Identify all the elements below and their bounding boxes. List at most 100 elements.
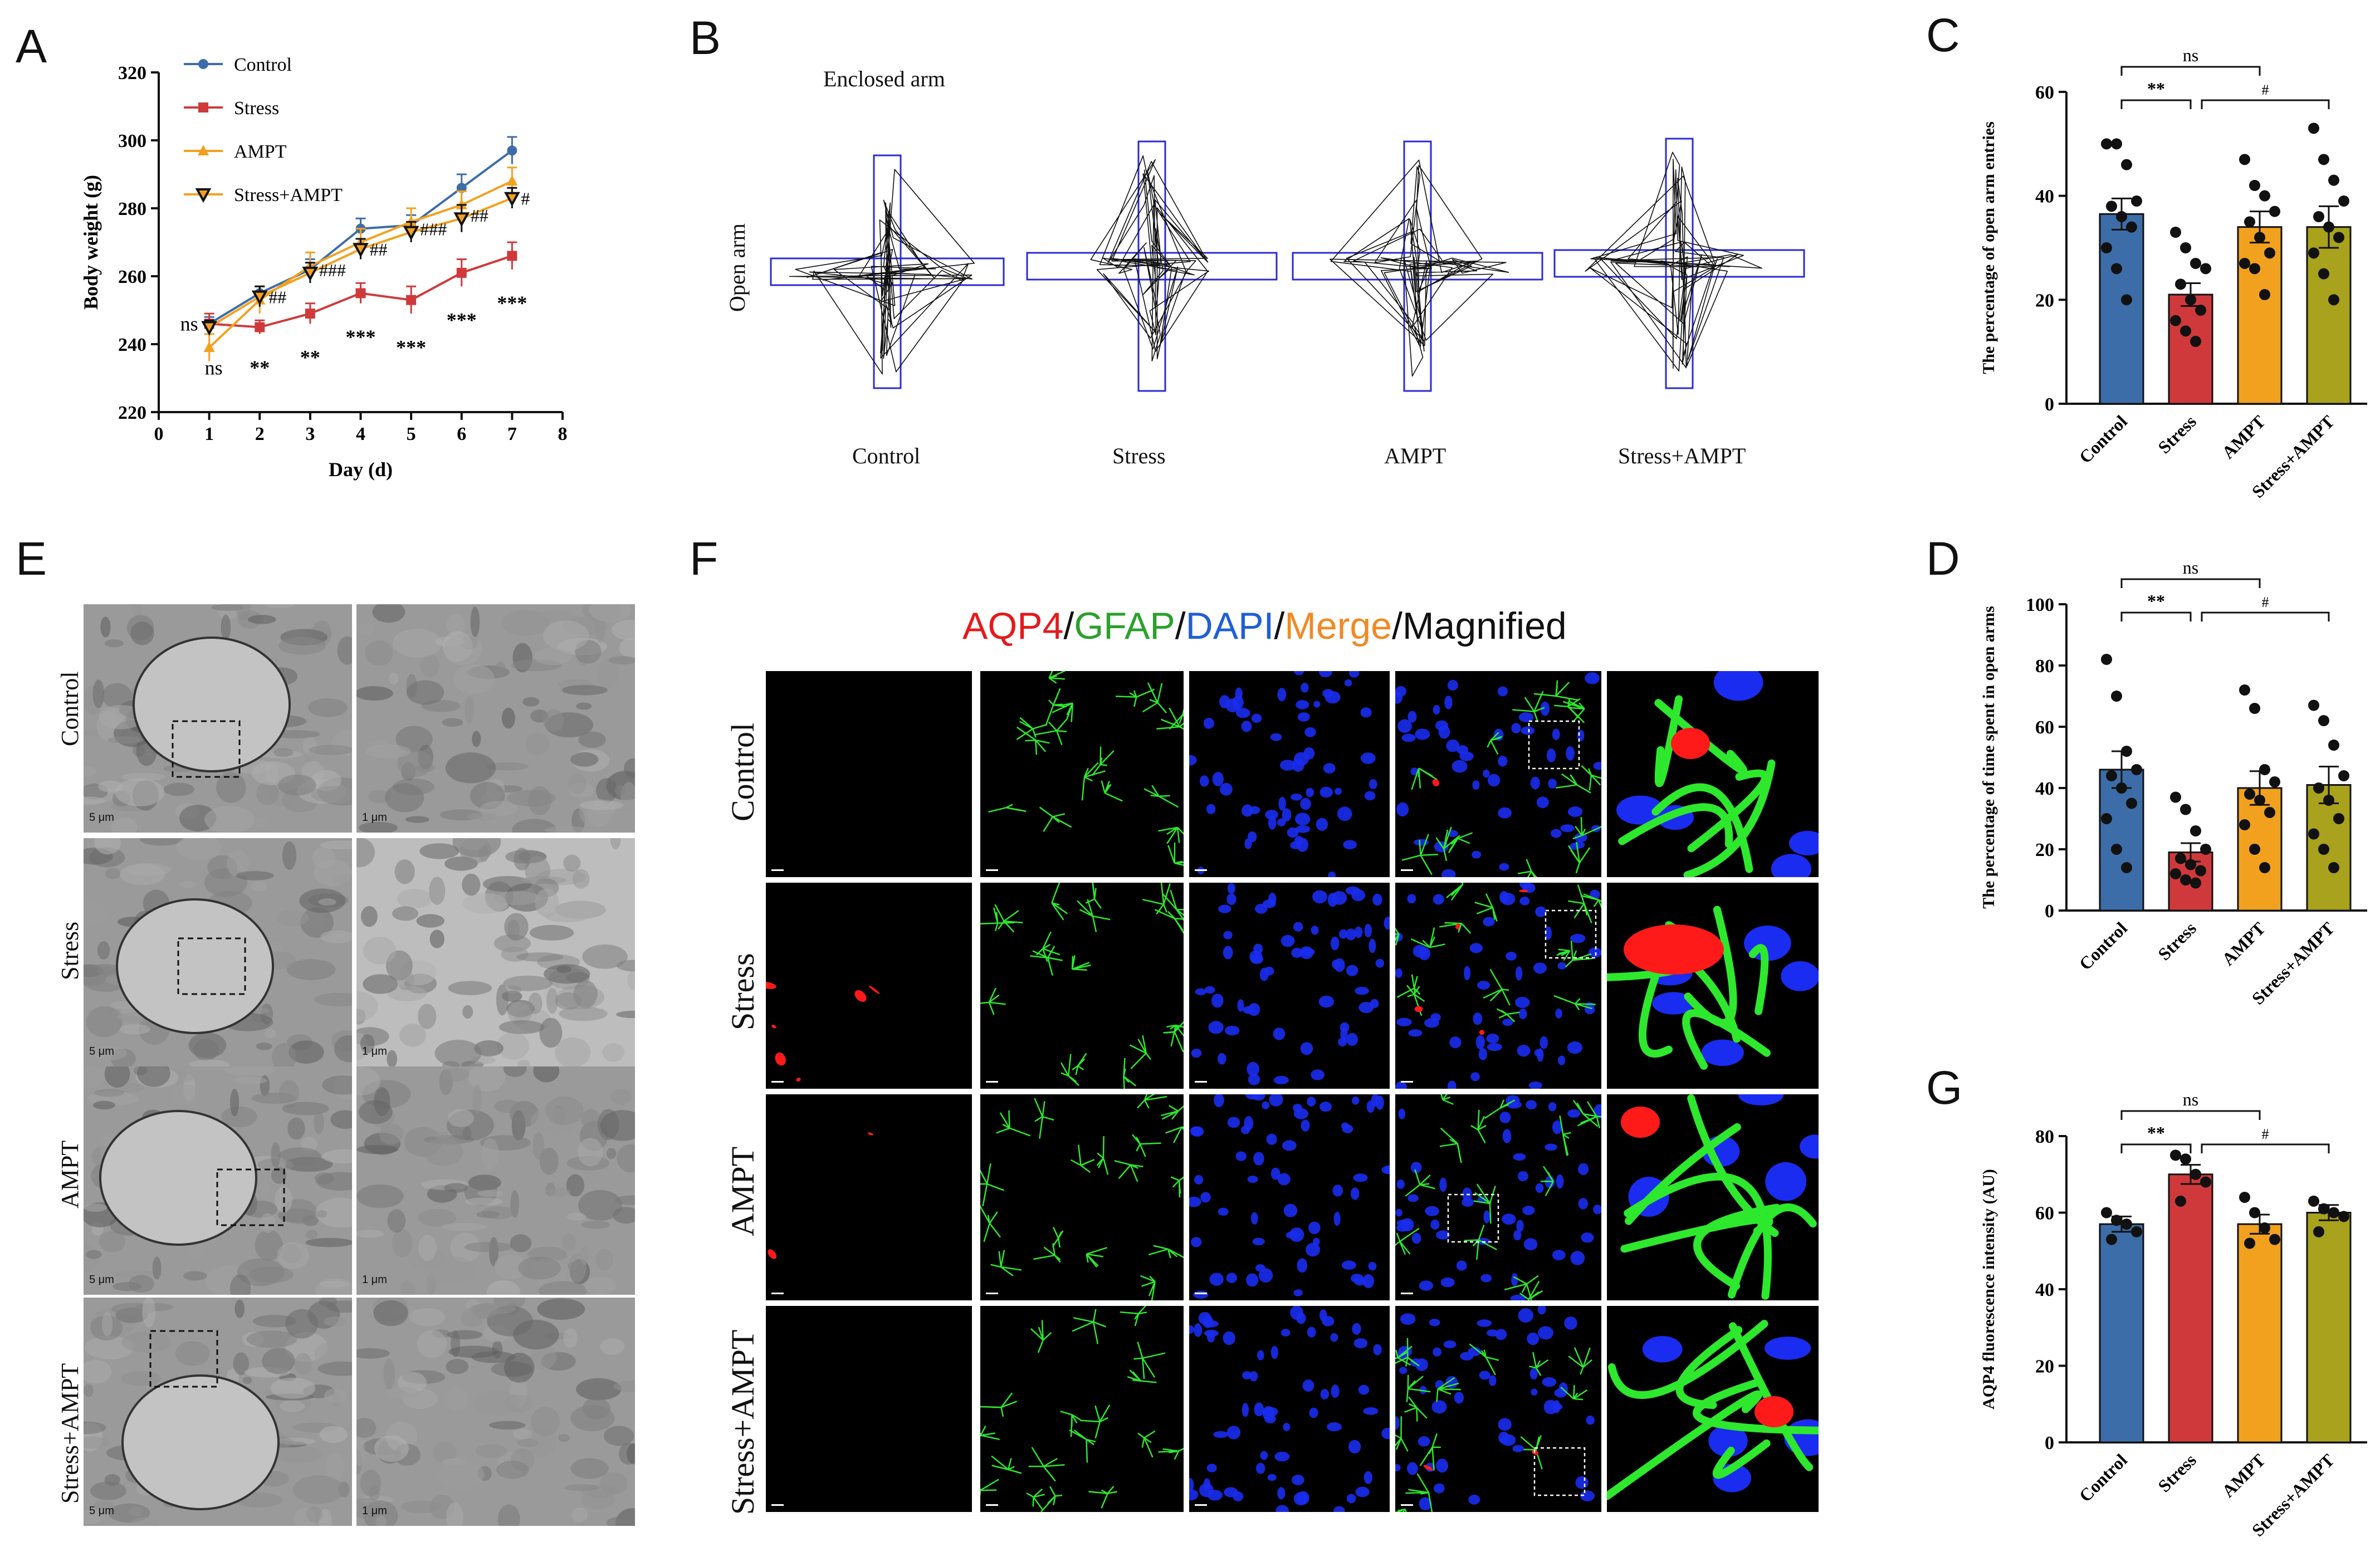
- if-scale-bar: [771, 869, 784, 871]
- em-organelle: [289, 1040, 324, 1064]
- em-organelle: [566, 1174, 585, 1197]
- gfap-process: [1520, 1436, 1537, 1451]
- open-arm-left: [1026, 252, 1140, 281]
- em-organelle: [260, 1213, 275, 1233]
- gfap-process: [1174, 1021, 1184, 1032]
- em-row-label-stress-ampt: Stress+AMPT: [56, 1363, 84, 1504]
- em-organelle: [545, 1096, 584, 1125]
- dapi-nucleus: [1429, 1318, 1440, 1327]
- dapi-nucleus: [1254, 1402, 1264, 1417]
- gfap-process: [1472, 1239, 1479, 1247]
- panel-letter-b: B: [690, 12, 721, 64]
- dapi-nucleus: [1396, 1180, 1405, 1189]
- em-organelle: [93, 1100, 115, 1110]
- data-point: [2323, 795, 2334, 806]
- dapi-nucleus: [1373, 1344, 1382, 1355]
- data-point: [2239, 819, 2250, 830]
- gfap-process: [1576, 784, 1591, 794]
- gfap-process: [1166, 1024, 1176, 1028]
- dapi-nucleus: [1570, 933, 1586, 943]
- if-image-r3-c4: [1395, 1094, 1601, 1300]
- stress-vs-control-label: **: [2147, 79, 2165, 99]
- data-point: [2318, 154, 2329, 165]
- if-scale-bar: [986, 1081, 998, 1083]
- em-organelle: [526, 732, 550, 756]
- if-signal: [771, 869, 784, 871]
- gfap-process: [1143, 1437, 1152, 1443]
- em-organelle: [294, 1353, 312, 1376]
- em-organelle: [163, 782, 194, 796]
- dapi-nucleus: [1217, 1053, 1226, 1065]
- em-organelle: [272, 1043, 296, 1066]
- em-organelle: [97, 941, 110, 960]
- gfap-process: [987, 1215, 990, 1224]
- em-organelle: [546, 987, 558, 1014]
- dapi-nucleus: [1250, 953, 1264, 965]
- em-organelle: [309, 745, 352, 755]
- gfap-process: [1042, 931, 1052, 950]
- dapi-nucleus: [1537, 1306, 1546, 1315]
- data-point: [2239, 154, 2250, 165]
- scale-bar-5um: 5 μm: [89, 1274, 114, 1286]
- y-tick-label: 80: [2035, 1127, 2054, 1147]
- dapi-nucleus: [1395, 1416, 1400, 1430]
- if-scale-bar: [1195, 1504, 1207, 1506]
- gfap-process: [1397, 1345, 1413, 1358]
- em-organelle: [494, 1099, 521, 1113]
- if-title-sep3: /: [1274, 605, 1285, 647]
- em-organelle: [255, 1230, 283, 1261]
- gfap-process: [1580, 817, 1583, 836]
- gfap-process: [1589, 775, 1592, 791]
- gfap-process: [1396, 987, 1415, 998]
- legend-marker: [198, 102, 208, 112]
- data-point: [456, 267, 467, 278]
- gfap-process: [1042, 1116, 1054, 1121]
- data-point: [2101, 242, 2112, 253]
- gfap-process: [1042, 1101, 1045, 1117]
- gfap-process: [1130, 1164, 1143, 1167]
- gfap-process: [1416, 1473, 1429, 1493]
- em-organelle: [278, 774, 316, 796]
- gfap-process: [1414, 1169, 1421, 1185]
- em-organelle: [270, 942, 281, 955]
- gfap-process: [1016, 728, 1033, 740]
- em-organelle: [304, 751, 314, 762]
- gfap-process: [1107, 1491, 1117, 1494]
- dapi-nucleus: [1512, 1445, 1524, 1452]
- em-organelle: [396, 970, 414, 991]
- dapi-nucleus: [1499, 863, 1509, 871]
- gfap-process: [1034, 1116, 1043, 1122]
- gfap-process: [1457, 832, 1473, 839]
- em-organelle: [224, 1066, 275, 1076]
- dapi-nucleus: [1493, 728, 1504, 741]
- dapi-nucleus: [1478, 1048, 1488, 1060]
- data-point: [2269, 1234, 2280, 1245]
- dapi-nucleus: [1355, 926, 1363, 938]
- gfap-process: [1429, 936, 1435, 948]
- gfap-process: [1132, 1371, 1141, 1382]
- gfap-process: [1068, 1054, 1072, 1076]
- em-organelle: [119, 1024, 150, 1035]
- dapi-nucleus: [1395, 1464, 1401, 1472]
- y-axis-label: AQP4 fluorescence intensity (AU): [1980, 1169, 1998, 1410]
- gfap-process: [1401, 854, 1421, 861]
- em-organelle: [307, 698, 348, 717]
- dapi-nucleus: [1191, 1048, 1202, 1058]
- em-organelle: [314, 1110, 324, 1134]
- data-point: [201, 321, 218, 336]
- dapi-nucleus: [1223, 931, 1233, 939]
- gfap-process: [1572, 1385, 1575, 1399]
- gfap-process: [1041, 1320, 1044, 1340]
- scale-bar-5um: 5 μm: [89, 1505, 114, 1517]
- gfap-process: [1030, 955, 1048, 959]
- gfap-process: [1032, 728, 1037, 738]
- gfap-process: [1483, 1349, 1487, 1358]
- dapi-nucleus: [1204, 986, 1215, 994]
- dapi-nucleus: [1479, 1371, 1490, 1380]
- em-image-r1-c1: 5 μm: [84, 604, 352, 833]
- data-point: [2131, 195, 2142, 207]
- data-point: [403, 226, 419, 241]
- gfap-process: [1000, 1250, 1005, 1268]
- gfap-process: [1406, 1388, 1409, 1402]
- dapi-nucleus: [1552, 1120, 1562, 1134]
